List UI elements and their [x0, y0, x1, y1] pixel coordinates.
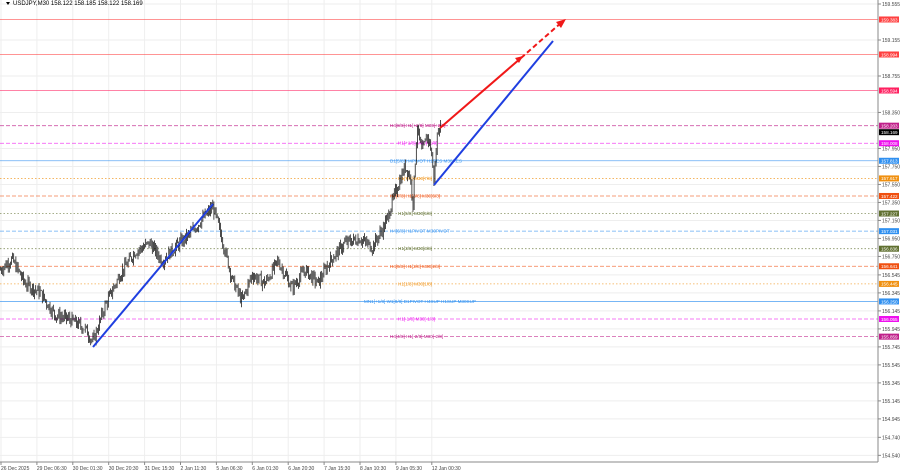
level-label: H1[5/8] M30[5/8]	[398, 211, 432, 216]
price-tag	[879, 210, 899, 217]
time-tick-label: 30 Dec 20:30	[109, 466, 139, 472]
price-tag-label: 156.836	[881, 247, 898, 252]
level-label: H1[-1/8] M30[-1/8]	[398, 317, 435, 322]
price-tag	[879, 316, 899, 322]
price-tick-label: 157.150	[882, 218, 900, 224]
time-tick-label: 29 Dec 06:30	[37, 466, 67, 472]
time-tick-label: 26 Dec 2025	[1, 466, 30, 472]
time-tick-label: 8 Jan 10:30	[360, 466, 386, 472]
price-tag	[879, 51, 899, 58]
level-label: H4[7/8] H1[6/8] M30[6/8]	[390, 193, 440, 198]
price-tag	[879, 280, 899, 287]
price-tick-label: 154.540	[882, 453, 900, 459]
price-tick-label: 157.750	[882, 164, 900, 170]
price-tag	[879, 122, 899, 129]
price-tag-label: 156.445	[881, 282, 898, 287]
price-tag-label: 156.641	[881, 264, 898, 269]
price-tick-label: 159.555	[882, 2, 900, 8]
price-tag-label: 155.859	[881, 334, 898, 339]
price-tag-label: 158.203	[881, 123, 898, 128]
time-tick-label: 6 Jan 01:30	[252, 466, 278, 472]
time-tick-label: 7 Jan 15:30	[324, 466, 350, 472]
price-tick-label: 155.745	[882, 345, 900, 351]
price-tag	[879, 175, 899, 182]
price-candles	[0, 119, 441, 346]
time-tick-label: 12 Jan 00:30	[432, 466, 461, 472]
price-tick-label: 155.945	[882, 327, 900, 333]
price-tag-label: 157.617	[881, 176, 898, 181]
price-tick-label: 157.950	[882, 146, 900, 152]
level-label: H1[3/8] M30[3/8]	[398, 246, 432, 251]
price-tick-label: 156.145	[882, 309, 900, 315]
price-axis[interactable]: 159.555 159.155 158.755 158.350 157.950 157.7…	[878, 2, 900, 459]
price-tag-label: 157.031	[881, 229, 898, 234]
price-tick-label: 157.550	[882, 182, 900, 188]
level-label: H4[6/8] H1PIVOT M30PIVOT	[390, 229, 450, 234]
time-tick-label: 31 Dec 15:30	[145, 466, 175, 472]
price-tag	[879, 245, 899, 252]
time-axis[interactable]: 26 Dec 2025 29 Dec 06:30 30 Dec 01:30 30 De…	[0, 462, 461, 472]
price-tick-label: 156.950	[882, 236, 900, 242]
price-tick-label: 158.350	[882, 110, 900, 116]
red-trend-line[interactable]	[439, 57, 522, 129]
level-label: D1[5/8] H4PIVOT H1RES M30RES	[390, 158, 462, 163]
price-tag-label: 158.594	[881, 88, 898, 93]
chart-title: USDJPY,M30 158.122 158.185 158.122 158.1…	[6, 1, 143, 7]
level-label: H1[1/8] M30[1/8]	[398, 281, 432, 286]
price-tag-label: 158.994	[881, 52, 898, 57]
level-label: H4[5/8] H1[2/8] M30[2/8]	[390, 264, 440, 269]
price-tag-label: 156.055	[881, 317, 898, 322]
price-tag	[879, 16, 899, 23]
level-label: MN1[+1/8] W1[8/8] D1PIVOT H4SUP H1SUP M3…	[364, 299, 476, 304]
price-tag	[879, 333, 899, 340]
price-tag	[879, 263, 899, 270]
price-tick-label: 155.545	[882, 363, 900, 369]
price-tag	[879, 192, 899, 199]
price-tags: 159.383 158.994 158.594 158.203 158.008 157.8…	[879, 16, 899, 340]
time-tick-label: 30 Dec 01:30	[73, 466, 103, 472]
current-price-tag	[879, 129, 899, 136]
price-tag	[879, 298, 899, 305]
price-tag-label: 156.250	[881, 299, 898, 304]
price-tag	[879, 87, 899, 94]
price-tag	[879, 228, 899, 235]
trend-lines[interactable]	[92, 19, 566, 348]
price-tick-label: 156.345	[882, 291, 900, 297]
time-tick-label: 9 Jan 05:30	[396, 466, 422, 472]
time-tick-label: 5 Jan 06:30	[216, 466, 242, 472]
price-tag-label: 158.008	[881, 141, 898, 146]
price-tag-label: 157.422	[881, 194, 898, 199]
price-tag	[879, 157, 899, 164]
time-tick-label: 6 Jan 20:30	[288, 466, 314, 472]
arrow-head-icon	[556, 19, 566, 28]
level-label: H4[4/8] H1[-2/8] M30[-2/8]	[390, 334, 443, 339]
price-tick-label: 159.155	[882, 38, 900, 44]
price-tick-label: 156.750	[882, 254, 900, 260]
price-tag-label: 157.227	[881, 211, 898, 216]
price-tick-label: 154.945	[882, 417, 900, 423]
price-tag-label: 159.383	[881, 17, 898, 22]
time-tick-label: 2 Jan 11:30	[181, 466, 207, 472]
blue-trend-line[interactable]	[433, 40, 554, 186]
price-tick-label: 157.350	[882, 200, 900, 206]
price-tick-label: 154.740	[882, 435, 900, 441]
current-price-label: 158.169	[881, 130, 898, 135]
price-tick-label: 158.755	[882, 74, 900, 80]
level-label: H1[7/8] M30[7/8]	[398, 176, 432, 181]
price-tag-label: 157.813	[881, 159, 898, 164]
price-tick-label: 155.345	[882, 381, 900, 387]
symbol-ohlc-text: USDJPY,M30 158.122 158.185 158.122 158.1…	[13, 1, 143, 7]
red-trend-line[interactable]	[520, 21, 563, 59]
price-tick-label: 156.545	[882, 273, 900, 279]
collapse-triangle-icon[interactable]	[6, 1, 10, 5]
price-tick-label: 155.145	[882, 399, 900, 405]
arrow-head-icon	[515, 56, 523, 63]
blue-trend-line[interactable]	[92, 203, 214, 348]
price-tag	[879, 140, 899, 147]
